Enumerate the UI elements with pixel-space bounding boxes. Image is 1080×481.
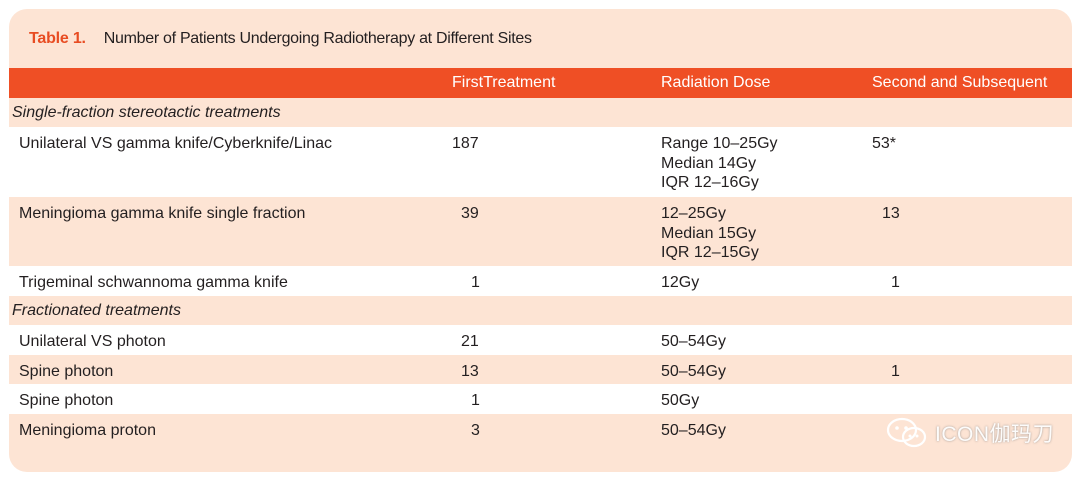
site-cell: Meningioma proton [19, 422, 156, 439]
site-cell: Unilateral VS photon [19, 333, 166, 350]
section-label: Single-fraction stereotactic treatments [12, 104, 281, 121]
dose-cell-line: IQR 12–16Gy [661, 174, 759, 191]
section-row: Single-fraction stereotactic treatments [9, 98, 1072, 127]
table-caption: Table 1. Number of Patients Undergoing R… [29, 30, 532, 52]
table-row: Meningioma gamma knife single fraction 3… [9, 197, 1072, 266]
site-cell: Meningioma gamma knife single fraction [19, 205, 306, 222]
second-treatment-cell: 53* [872, 135, 897, 152]
table-row: Spine photon 1 50Gy [9, 384, 1072, 414]
table-card: Table 1. Number of Patients Undergoing R… [9, 9, 1072, 472]
dose-cell-line: IQR 12–15Gy [661, 244, 759, 261]
table-row: Spine photon 13 50–54Gy 1 [9, 355, 1072, 384]
dose-cell-line: 50–54Gy [661, 363, 726, 380]
table-title: Number of Patients Undergoing Radiothera… [103, 30, 532, 47]
site-cell: Unilateral VS gamma knife/Cyberknife/Lin… [19, 135, 333, 152]
second-treatment-cell: 13 [882, 205, 900, 222]
wechat-icon [886, 417, 927, 448]
site-cell: Trigeminal schwannoma gamma knife [19, 274, 288, 291]
table-body: Single-fraction stereotactic treatments … [9, 98, 1072, 443]
second-treatment-cell: 1 [891, 274, 900, 291]
dose-cell-line: 50–54Gy [661, 333, 726, 350]
dose-cell-line: Median 15Gy [661, 224, 757, 242]
first-treatment-cell: 13 [461, 363, 479, 380]
section-label: Fractionated treatments [12, 302, 181, 319]
column-header-first-treatment: FirstTreatment [452, 74, 556, 91]
table-row: Meningioma proton 3 50–54Gy [9, 414, 1072, 443]
column-header-radiation-dose: Radiation Dose [661, 74, 771, 91]
table-row: Unilateral VS gamma knife/Cyberknife/Lin… [9, 127, 1072, 197]
dose-cell-line: 50Gy [661, 392, 700, 409]
dose-cell-line: 12–25Gy [661, 205, 726, 222]
dose-cell-line: 50–54Gy [661, 422, 726, 439]
table-header: FirstTreatment Radiation Dose Second and… [9, 68, 1072, 98]
first-treatment-cell: 21 [461, 333, 479, 350]
first-treatment-cell: 3 [471, 422, 480, 439]
table-label: Table 1. [29, 30, 86, 47]
first-treatment-cell: 187 [452, 135, 479, 152]
table-row: Trigeminal schwannoma gamma knife 1 12Gy… [9, 266, 1072, 296]
table-row: Unilateral VS photon 21 50–54Gy [9, 325, 1072, 355]
watermark: ICON伽玛刀 [885, 416, 1054, 450]
first-treatment-cell: 39 [461, 205, 479, 222]
second-treatment-cell: 1 [891, 363, 900, 380]
dose-cell-line: Median 14Gy [661, 154, 757, 172]
dose-cell-line: 12Gy [661, 274, 700, 291]
first-treatment-cell: 1 [471, 274, 480, 291]
section-row: Fractionated treatments [9, 296, 1072, 325]
site-cell: Spine photon [19, 363, 114, 380]
watermark-text: ICON伽玛刀 [935, 423, 1054, 446]
first-treatment-cell: 1 [471, 392, 480, 409]
column-header-second-subsequent: Second and Subsequent [872, 74, 1048, 91]
site-cell: Spine photon [19, 392, 114, 409]
dose-cell-line: Range 10–25Gy [661, 135, 778, 152]
